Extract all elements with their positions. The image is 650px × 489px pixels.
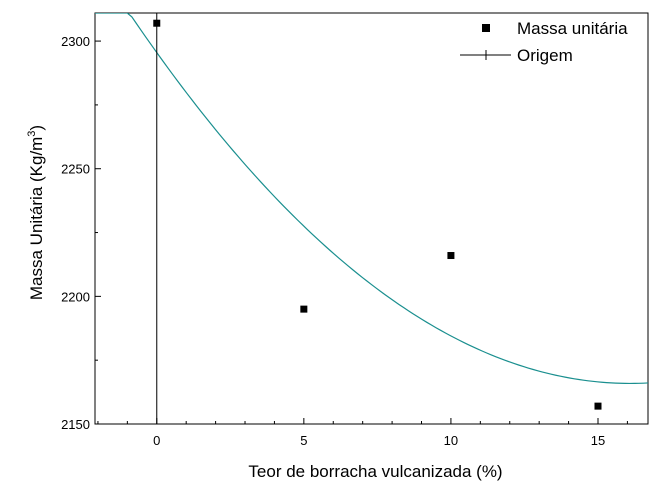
y-tick-label: 2150 — [61, 417, 90, 432]
x-axis: 0 5 10 15 — [97, 418, 628, 448]
y-axis-label: Massa Unitária (Kg/m3) — [26, 125, 46, 300]
legend-marker-square — [482, 24, 490, 32]
y-axis-label-superscript: 3 — [26, 131, 38, 137]
plot-frame — [94, 12, 649, 425]
x-tick-label: 0 — [153, 433, 160, 448]
legend-label-massa-unitaria: Massa unitária — [517, 19, 628, 38]
legend-label-origem: Origem — [517, 46, 573, 65]
x-tick-label: 10 — [444, 433, 458, 448]
x-axis-label: Teor de borracha vulcanizada (%) — [248, 462, 502, 481]
y-tick-label: 2200 — [61, 289, 90, 304]
legend: Massa unitária Origem — [460, 19, 628, 65]
y-tick-label: 2250 — [61, 162, 90, 177]
y-tick-label: 2300 — [61, 34, 90, 49]
data-point — [300, 305, 308, 313]
x-tick-label: 5 — [300, 433, 307, 448]
data-point — [594, 402, 602, 410]
data-point — [153, 19, 161, 27]
data-point — [447, 252, 455, 260]
data-points-layer — [153, 19, 602, 410]
y-axis-label-text: Massa Unitária (Kg/m — [27, 137, 46, 300]
plot-area — [94, 12, 649, 425]
fit-curve — [95, 13, 648, 385]
y-axis: 2150 2200 2250 2300 — [61, 34, 101, 432]
fit-curve-layer — [95, 13, 648, 385]
x-tick-label: 15 — [591, 433, 605, 448]
y-axis-label-end: ) — [27, 125, 46, 131]
